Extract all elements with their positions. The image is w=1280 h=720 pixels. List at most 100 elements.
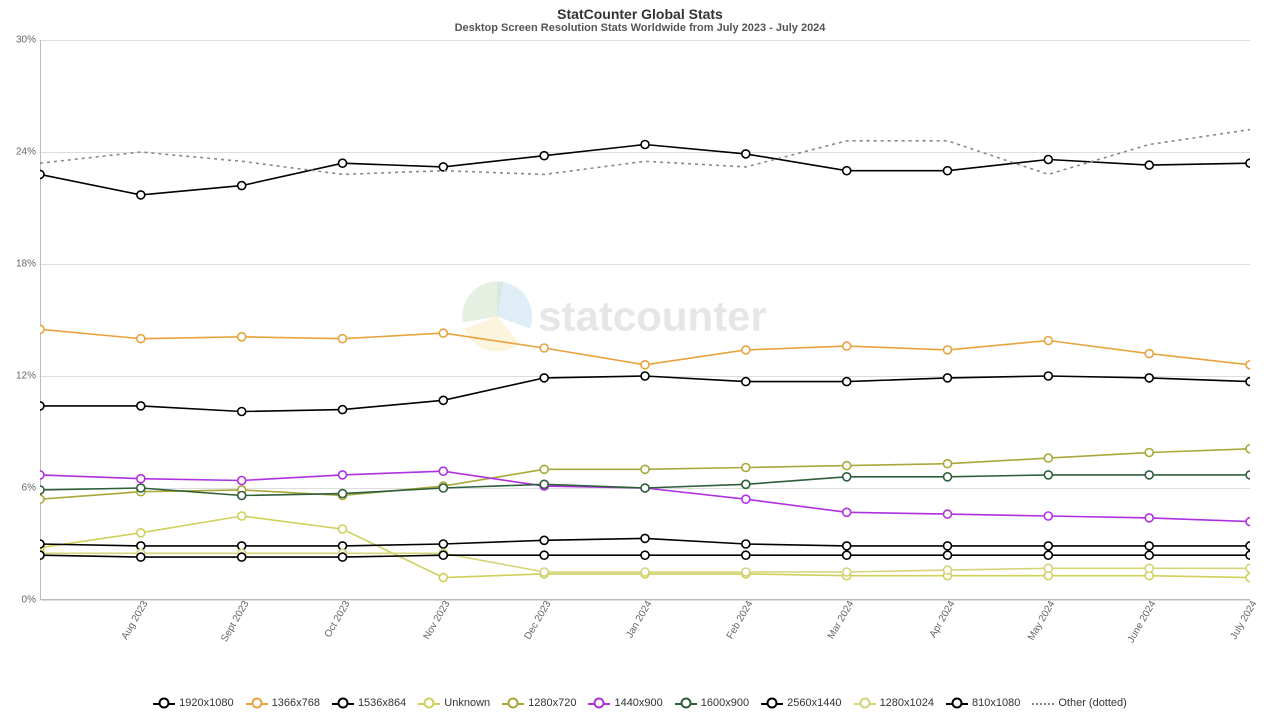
series-marker — [1145, 350, 1153, 358]
series-marker — [238, 553, 246, 561]
series-marker — [944, 566, 952, 574]
y-axis-tick: 24% — [6, 147, 36, 158]
series-marker — [439, 467, 447, 475]
series-marker — [1044, 471, 1052, 479]
legend-item: 1440x900 — [588, 697, 662, 709]
series-marker — [339, 525, 347, 533]
series-marker — [137, 484, 145, 492]
series-marker — [1145, 564, 1153, 572]
series-marker — [1246, 471, 1250, 479]
series-marker — [540, 152, 548, 160]
series-marker — [944, 167, 952, 175]
series-marker — [742, 551, 750, 559]
x-axis-tick: July 2024 — [1229, 599, 1260, 642]
y-axis-tick: 30% — [6, 35, 36, 46]
series-marker — [641, 484, 649, 492]
legend-swatch-icon — [502, 697, 524, 709]
series-marker — [742, 480, 750, 488]
series-marker — [944, 374, 952, 382]
legend-label: 1536x864 — [358, 697, 406, 709]
legend-item: Unknown — [418, 697, 490, 709]
series-marker — [439, 551, 447, 559]
series-marker — [641, 141, 649, 149]
series-marker — [641, 534, 649, 542]
series-marker — [944, 473, 952, 481]
legend-swatch-icon — [854, 697, 876, 709]
legend-label: Unknown — [444, 697, 490, 709]
series-marker — [1145, 514, 1153, 522]
legend-item: 2560x1440 — [761, 697, 841, 709]
series-marker — [944, 346, 952, 354]
series-marker — [1246, 159, 1250, 167]
series-marker — [1145, 449, 1153, 457]
series-marker — [1044, 156, 1052, 164]
series-marker — [137, 335, 145, 343]
series-marker — [1044, 337, 1052, 345]
series-marker — [137, 553, 145, 561]
series-marker — [843, 462, 851, 470]
series-marker — [137, 402, 145, 410]
series-marker — [641, 551, 649, 559]
chart-container: StatCounter Global Stats Desktop Screen … — [0, 0, 1280, 720]
x-axis-tick: Oct 2023 — [322, 599, 352, 640]
series-marker — [843, 167, 851, 175]
series-marker — [439, 540, 447, 548]
series-marker — [439, 396, 447, 404]
y-axis-tick: 6% — [6, 483, 36, 494]
series-marker — [843, 551, 851, 559]
series-marker — [40, 170, 44, 178]
legend-label: Other (dotted) — [1058, 697, 1126, 709]
legend-label: 1280x720 — [528, 697, 576, 709]
series-marker — [1246, 542, 1250, 550]
series-marker — [1145, 551, 1153, 559]
series-marker — [40, 471, 44, 479]
series-marker — [641, 465, 649, 473]
series-marker — [238, 333, 246, 341]
series-marker — [439, 484, 447, 492]
legend-swatch-icon — [153, 697, 175, 709]
series-line — [40, 329, 1250, 365]
series-marker — [439, 163, 447, 171]
plot-area: statcounter 0%6%12%18%24%30% Aug 2023Sep… — [40, 40, 1250, 600]
series-marker — [540, 568, 548, 576]
series-marker — [40, 495, 44, 503]
legend-item: Other (dotted) — [1032, 697, 1126, 709]
series-marker — [742, 378, 750, 386]
x-axis-tick: Feb 2024 — [725, 599, 756, 641]
series-marker — [40, 402, 44, 410]
series-line — [40, 145, 1250, 195]
series-marker — [742, 346, 750, 354]
legend-label: 1280x1024 — [880, 697, 934, 709]
legend-swatch-icon — [418, 697, 440, 709]
series-marker — [843, 508, 851, 516]
series-marker — [40, 540, 44, 548]
series-marker — [843, 542, 851, 550]
series-marker — [742, 540, 750, 548]
series-marker — [40, 551, 44, 559]
series-marker — [40, 325, 44, 333]
series-marker — [137, 191, 145, 199]
legend-item: 1280x720 — [502, 697, 576, 709]
x-axis-tick: Aug 2023 — [119, 599, 150, 642]
y-axis-tick: 18% — [6, 259, 36, 270]
legend-label: 2560x1440 — [787, 697, 841, 709]
legend-label: 1440x900 — [614, 697, 662, 709]
series-marker — [238, 512, 246, 520]
chart-subtitle: Desktop Screen Resolution Stats Worldwid… — [0, 22, 1280, 34]
series-marker — [1145, 374, 1153, 382]
series-marker — [944, 510, 952, 518]
series-marker — [1044, 551, 1052, 559]
legend-swatch-icon — [675, 697, 697, 709]
legend-label: 810x1080 — [972, 697, 1020, 709]
legend-item: 810x1080 — [946, 697, 1020, 709]
x-axis-tick: Apr 2024 — [927, 599, 957, 640]
series-marker — [540, 480, 548, 488]
series-marker — [540, 465, 548, 473]
series-marker — [137, 475, 145, 483]
legend-swatch-icon — [588, 697, 610, 709]
series-marker — [742, 464, 750, 472]
legend-swatch-icon — [761, 697, 783, 709]
y-axis-tick: 0% — [6, 595, 36, 606]
series-marker — [1246, 378, 1250, 386]
legend-item: 1920x1080 — [153, 697, 233, 709]
